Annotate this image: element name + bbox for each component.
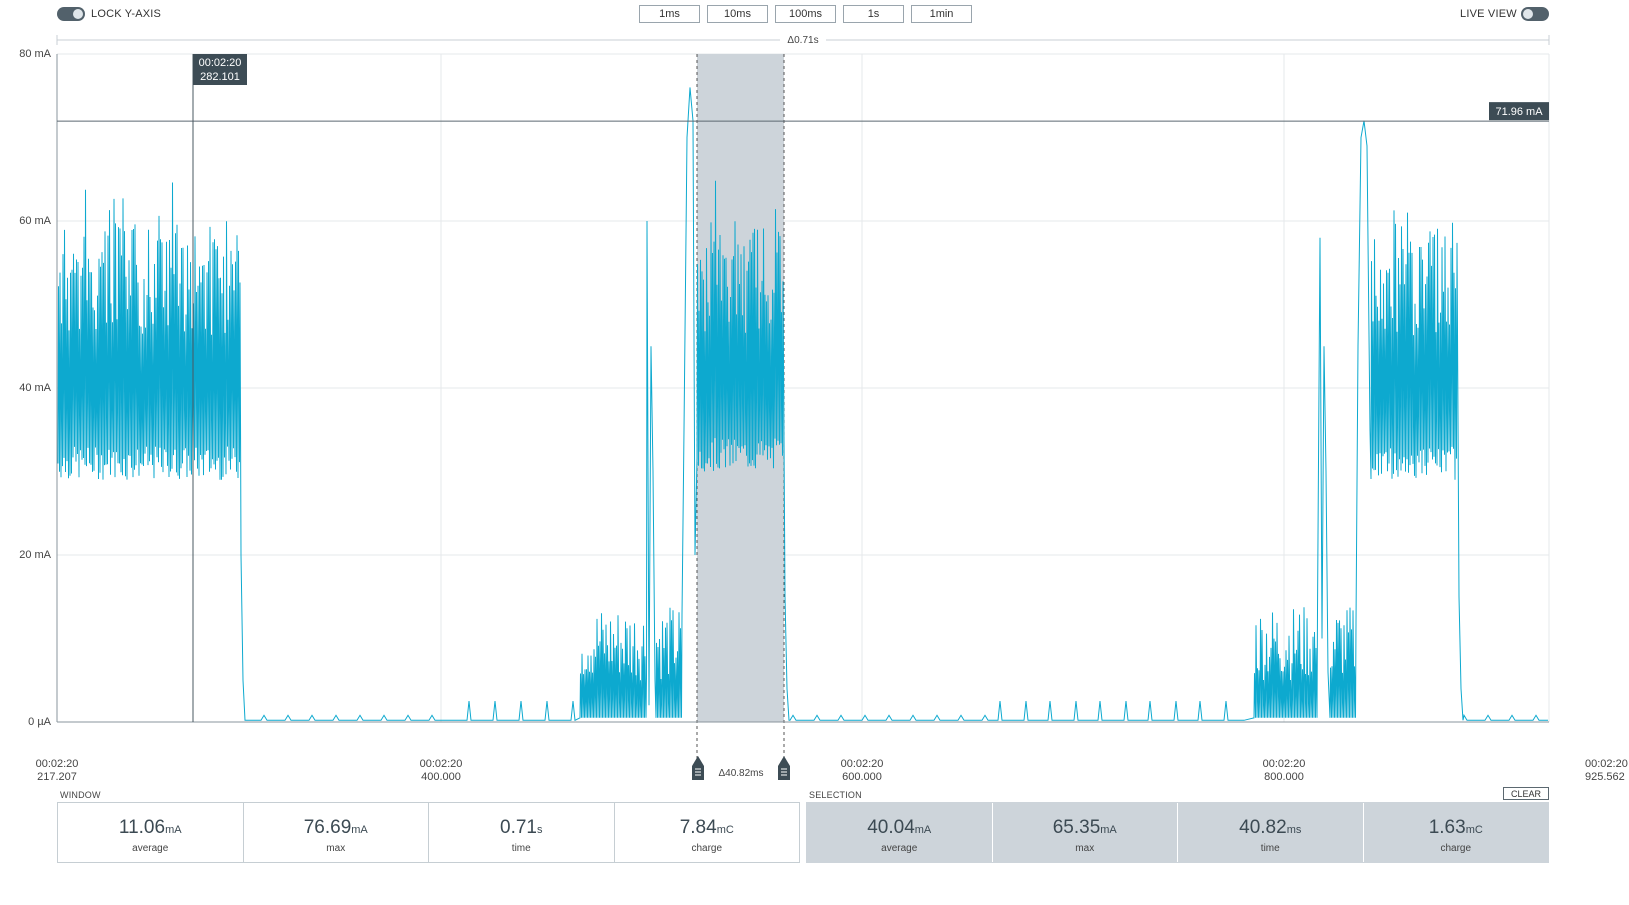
x-label-time: 00:02:20 xyxy=(840,758,884,770)
live-view-toggle[interactable] xyxy=(1521,7,1549,21)
selection-span-label: Δ40.82ms xyxy=(718,768,763,779)
stat-name: max xyxy=(1075,843,1095,854)
x-label-time: 00:02:20 xyxy=(419,758,463,770)
selection-left-handle[interactable] xyxy=(692,756,704,780)
lock-y-axis-toggle[interactable] xyxy=(57,7,85,21)
y-label-20: 20 mA xyxy=(19,549,51,561)
x-label-time: 00:02:20 xyxy=(1585,758,1628,770)
cursor-value: 282.101 xyxy=(200,71,240,83)
selection-charge: 1.63mC charge xyxy=(1364,803,1549,862)
x-label-ms: 600.000 xyxy=(842,771,882,783)
window-charge: 7.84mC charge xyxy=(615,803,800,862)
stat-name: max xyxy=(326,843,346,854)
stat-value: 7.84 xyxy=(679,817,717,838)
x-label-ms: 217.207 xyxy=(37,771,77,783)
stat-value: 11.06 xyxy=(118,817,166,838)
x-label-4: 00:02:20 925.562 xyxy=(1585,758,1629,784)
stat-value: 40.82 xyxy=(1239,817,1287,838)
handle-shape xyxy=(778,756,790,780)
toggle-knob xyxy=(73,9,83,19)
stat-unit: mA xyxy=(165,824,182,836)
x-label-1: 00:02:20 400.000 xyxy=(401,758,481,784)
stat-unit: mA xyxy=(914,824,932,836)
stat-unit: ms xyxy=(1286,824,1302,836)
x-label-ms: 400.000 xyxy=(421,771,461,783)
x-label-2: 00:02:20 600.000 xyxy=(822,758,902,784)
x-label-time: 00:02:20 xyxy=(1262,758,1306,770)
stat-name: time xyxy=(1260,843,1280,854)
stat-name: charge xyxy=(1440,843,1472,854)
x-label-0: 00:02:20 217.207 xyxy=(17,758,97,784)
x-label-ms: 800.000 xyxy=(1264,771,1304,783)
window-span-label: Δ0.71s xyxy=(787,35,818,46)
stat-unit: mA xyxy=(351,824,368,836)
stat-value: 40.04 xyxy=(867,817,915,838)
x-label-time: 00:02:20 xyxy=(35,758,79,770)
handle-shape xyxy=(692,756,704,780)
y-label-0: 0 µA xyxy=(28,716,51,728)
selection-average: 40.04mA average xyxy=(807,803,993,862)
window-stats-title: WINDOW xyxy=(60,790,101,800)
stat-name: time xyxy=(511,843,531,854)
lock-y-axis-label: LOCK Y-AXIS xyxy=(91,8,162,20)
window-average: 11.06mA average xyxy=(58,803,244,862)
current-trace xyxy=(57,87,1548,722)
stat-unit: mC xyxy=(1465,824,1483,836)
window-max: 76.69mA max xyxy=(244,803,429,862)
zoom-1min-button[interactable]: 1min xyxy=(911,5,972,23)
window-span-label-bg xyxy=(780,32,826,46)
cursor-time: 00:02:20 xyxy=(199,57,242,69)
stat-value: 65.35 xyxy=(1052,817,1101,838)
stat-value: 0.71 xyxy=(500,817,537,838)
y-label-80: 80 mA xyxy=(19,48,51,60)
toggle-knob xyxy=(1523,9,1533,19)
live-view-label: LIVE VIEW xyxy=(1460,8,1517,20)
zoom-1s-button[interactable]: 1s xyxy=(843,5,904,23)
window-stats: 11.06mA average 76.69mA max 0.71s time 7.84… xyxy=(57,802,800,863)
x-label-3: 00:02:20 800.000 xyxy=(1244,758,1324,784)
zoom-10ms-button[interactable]: 10ms xyxy=(707,5,768,23)
stat-value: 76.69 xyxy=(303,817,352,838)
level-marker-label: 71.96 mA xyxy=(1495,106,1543,118)
stat-unit: mC xyxy=(716,824,734,836)
y-label-40: 40 mA xyxy=(19,382,51,394)
current-chart[interactable]: Δ0.71s 71.96 mA 00:02:20 282.101 Δ40.82m… xyxy=(0,0,1629,800)
selection-stats-title: SELECTION xyxy=(809,790,862,800)
clear-selection-button[interactable]: CLEAR xyxy=(1503,787,1549,800)
zoom-100ms-button[interactable]: 100ms xyxy=(775,5,836,23)
selection-right-handle[interactable] xyxy=(778,756,790,780)
zoom-1ms-button[interactable]: 1ms xyxy=(639,5,700,23)
selection-stats: 40.04mA average 65.35mA max 40.82ms time 1.… xyxy=(806,802,1549,863)
stat-name: average xyxy=(132,843,169,854)
x-label-ms: 925.562 xyxy=(1585,771,1625,783)
selection-max: 65.35mA max xyxy=(993,803,1178,862)
stat-unit: s xyxy=(536,824,543,836)
stat-name: charge xyxy=(691,843,723,854)
stat-value: 1.63 xyxy=(1428,817,1466,838)
stat-unit: mA xyxy=(1100,824,1117,836)
grid xyxy=(56,53,1550,722)
stat-name: average xyxy=(881,843,918,854)
window-time: 0.71s time xyxy=(429,803,615,862)
level-marker-badge[interactable] xyxy=(1489,102,1549,121)
selection-time: 40.82ms time xyxy=(1178,803,1364,862)
cursor-badge xyxy=(193,54,247,85)
y-label-60: 60 mA xyxy=(19,215,51,227)
